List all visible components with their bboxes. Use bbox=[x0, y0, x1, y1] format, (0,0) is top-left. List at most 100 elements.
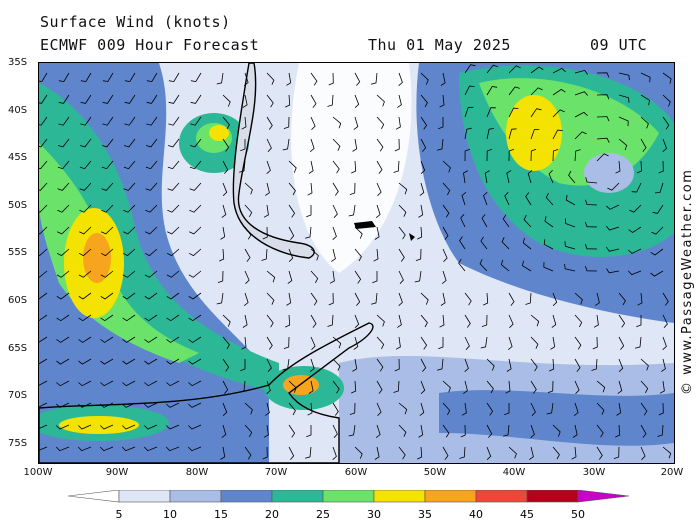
wind-barb bbox=[483, 292, 489, 306]
wind-barb bbox=[461, 191, 467, 206]
wind-barb bbox=[618, 116, 629, 127]
wind-barb bbox=[440, 72, 446, 86]
wind-barb bbox=[565, 195, 576, 206]
wind-barb bbox=[370, 72, 378, 85]
wind-barb bbox=[238, 380, 246, 393]
wind-barb bbox=[486, 64, 499, 74]
wind-barb bbox=[167, 160, 180, 170]
wind-barb bbox=[124, 72, 136, 83]
wind-barb bbox=[244, 446, 252, 460]
wind-barb bbox=[166, 446, 180, 452]
wind-barb bbox=[552, 88, 566, 96]
wind-barb bbox=[39, 270, 48, 278]
wind-barb bbox=[654, 182, 664, 194]
wind-barb bbox=[460, 214, 466, 228]
wind-barb bbox=[618, 94, 630, 103]
wind-barb bbox=[464, 358, 469, 372]
wind-barb bbox=[398, 226, 406, 240]
wind-barb bbox=[650, 248, 664, 256]
wind-barb bbox=[568, 170, 576, 184]
legend-swatch bbox=[169, 490, 222, 503]
wind-barb bbox=[79, 160, 92, 170]
lon-label: 70W bbox=[264, 467, 288, 478]
credit-watermark: © www.PassageWeather.com bbox=[680, 168, 695, 395]
lat-label: 45S bbox=[8, 152, 28, 163]
wind-barb bbox=[574, 149, 581, 162]
wind-barb bbox=[56, 446, 70, 452]
wind-barb bbox=[332, 182, 339, 196]
wind-barb bbox=[420, 314, 428, 328]
wind-barb bbox=[58, 116, 70, 126]
wind-barb bbox=[167, 138, 180, 148]
wind-barb bbox=[189, 204, 202, 213]
wind-barb bbox=[353, 336, 359, 350]
wind-barb bbox=[617, 380, 623, 394]
wind-barb bbox=[332, 116, 342, 129]
wind-barb bbox=[530, 358, 538, 372]
wind-barb bbox=[39, 204, 48, 213]
wind-barb bbox=[354, 446, 363, 459]
wind-barb bbox=[480, 336, 488, 349]
wind-barb bbox=[101, 160, 114, 170]
wind-barb bbox=[144, 292, 158, 300]
wind-barb bbox=[354, 226, 363, 239]
wind-barb bbox=[144, 336, 158, 343]
wind-barb bbox=[286, 292, 292, 306]
wind-barb bbox=[216, 292, 224, 305]
wind-barb bbox=[607, 182, 620, 191]
wind-barb bbox=[80, 94, 92, 104]
wind-barb bbox=[618, 336, 625, 350]
wind-barb bbox=[640, 72, 651, 83]
wind-barb bbox=[332, 402, 339, 416]
wind-barb bbox=[574, 91, 589, 96]
wind-barb bbox=[395, 116, 401, 130]
wind-barb bbox=[628, 248, 642, 254]
legend-swatch bbox=[271, 490, 324, 503]
wind-barb bbox=[662, 314, 668, 328]
wind-barb bbox=[418, 204, 424, 218]
legend-label: 25 bbox=[316, 508, 330, 520]
wind-barb bbox=[222, 182, 228, 196]
wind-barb bbox=[101, 226, 114, 235]
wind-barb bbox=[166, 424, 180, 430]
wind-barb bbox=[464, 106, 474, 118]
wind-barb bbox=[442, 204, 450, 218]
wind-barb bbox=[189, 182, 202, 191]
wind-barb bbox=[397, 94, 402, 108]
wind-barb bbox=[266, 336, 273, 350]
wind-barb bbox=[658, 160, 664, 174]
wind-barb bbox=[354, 292, 361, 306]
wind-barb bbox=[550, 336, 556, 350]
wind-barb bbox=[79, 182, 92, 191]
wind-barb bbox=[596, 116, 610, 122]
wind-barb bbox=[398, 424, 407, 437]
wind-barb bbox=[56, 248, 70, 257]
wind-barb bbox=[394, 138, 400, 152]
wind-barb bbox=[102, 72, 114, 83]
wind-barb bbox=[261, 248, 268, 261]
wind-barb bbox=[288, 424, 296, 438]
wind-barb bbox=[122, 314, 136, 322]
wind-barb bbox=[307, 182, 313, 196]
lat-label: 60S bbox=[8, 295, 28, 306]
wind-barb bbox=[101, 138, 114, 148]
wind-map[interactable] bbox=[38, 62, 675, 464]
wind-barb bbox=[222, 116, 230, 130]
wind-barb bbox=[372, 271, 378, 284]
wind-barb bbox=[596, 72, 610, 78]
wind-barb bbox=[166, 402, 180, 408]
wind-barb bbox=[146, 72, 158, 83]
wind-barb bbox=[544, 216, 554, 228]
wind-barb bbox=[529, 446, 534, 460]
wind-barb bbox=[288, 446, 295, 460]
wind-barb bbox=[166, 380, 180, 387]
wind-barb bbox=[79, 204, 92, 213]
lat-label: 50S bbox=[8, 200, 28, 211]
legend-swatch bbox=[373, 490, 426, 503]
wind-barb bbox=[530, 87, 543, 96]
wind-barb bbox=[508, 148, 515, 162]
wind-barb bbox=[56, 270, 70, 278]
wind-barb bbox=[525, 192, 532, 206]
wind-barb bbox=[123, 138, 136, 148]
wind-barb bbox=[39, 402, 48, 408]
